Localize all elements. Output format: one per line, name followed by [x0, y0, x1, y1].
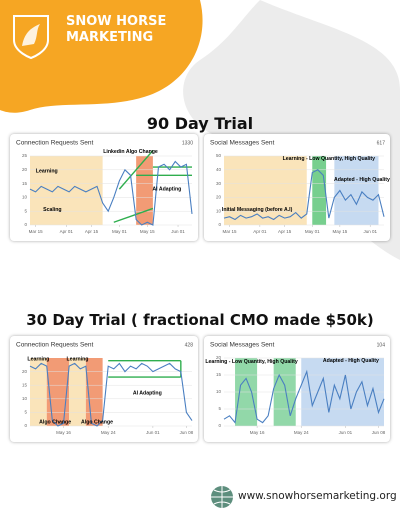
brand-line: MARKETING: [66, 30, 154, 45]
trend-line: [113, 207, 154, 223]
globe-lines: [211, 486, 233, 508]
chart-panel: Social Messages Sent 617 0 10 20 30 40 50 Mar 15…: [204, 134, 390, 241]
highlight-region: [136, 156, 153, 225]
chart-title: Connection Requests Sent: [16, 140, 94, 147]
y-tick-label: 0: [24, 423, 27, 428]
annotation: Learning: [67, 357, 89, 363]
brand: SNOW HORSE MARKETING: [66, 14, 166, 46]
brand-line: SNOW HORSE: [66, 14, 167, 29]
chart-panel: Social Messages Sent 104 0 5 10 15 20 May 16 May…: [204, 336, 390, 442]
trend-line: [118, 150, 154, 190]
x-tick-label: Jun 01: [339, 430, 353, 435]
y-tick-label: 5: [24, 410, 27, 415]
highlight-region: [312, 156, 327, 225]
y-tick-label: 10: [216, 389, 222, 394]
section-title: 90 Day Trial: [146, 114, 254, 133]
x-tick-label: May 01: [112, 229, 127, 234]
x-tick-label: Jun 08: [180, 430, 194, 435]
data-line: [29, 160, 193, 226]
y-tick-label: 0: [218, 423, 221, 428]
x-tick-label: May 01: [305, 229, 320, 234]
y-tick-label: 40: [216, 167, 222, 172]
logo-shield: [13, 15, 49, 60]
y-tick-label: 15: [22, 382, 28, 387]
highlight-region: [224, 156, 307, 225]
x-tick-label: Jun 01: [363, 229, 377, 234]
x-tick-label: May 16: [56, 430, 71, 435]
annotation: Algo Change: [39, 419, 71, 425]
y-tick-label: 10: [22, 195, 28, 200]
chart-total: 428: [185, 342, 194, 348]
y-tick-label: 20: [22, 167, 28, 172]
section-title: 30 Day Trial ( fractional CMO made $50k): [26, 311, 374, 329]
y-tick-label: 15: [216, 372, 222, 377]
chart-total: 1330: [182, 140, 193, 146]
data-line: [223, 369, 385, 424]
x-tick-label: Jun 08: [372, 430, 386, 435]
chart-panel: Connection Requests Sent 1330 0 5 10 15 20 25 Ma…: [10, 134, 198, 241]
chart-title: Social Messages Sent: [210, 140, 275, 147]
y-tick-label: 5: [24, 208, 27, 213]
annotation: Learning - Low Quantity, High Quality: [205, 359, 298, 365]
annotation: Learning - Low Quantity, High Quality: [283, 156, 376, 162]
annotation: Learning: [36, 169, 58, 175]
annotation: Algo Change: [81, 419, 113, 425]
x-tick-label: Jun 01: [171, 229, 185, 234]
footer-url: www.snowhorsemarketing.org: [238, 490, 397, 502]
x-tick-label: Apr 15: [85, 229, 99, 234]
annotation: Scaling: [43, 207, 61, 213]
chart-title: Social Messages Sent: [210, 342, 275, 349]
y-tick-label: 0: [218, 222, 221, 227]
chart-total: 617: [377, 140, 386, 146]
y-tick-label: 20: [216, 355, 222, 360]
x-tick-label: Apr 01: [253, 229, 267, 234]
chart-total: 104: [377, 342, 386, 348]
y-tick-label: 20: [216, 195, 222, 200]
x-tick-label: Mar 15: [223, 229, 238, 234]
y-tick-label: 10: [216, 208, 222, 213]
x-tick-label: Mar 15: [29, 229, 44, 234]
y-tick-label: 30: [216, 181, 222, 186]
y-tick-label: 10: [22, 396, 28, 401]
data-line: [29, 362, 193, 427]
x-tick-label: Apr 15: [278, 229, 292, 234]
annotation: Learning: [27, 357, 49, 363]
chart-title: Connection Requests Sent: [16, 342, 94, 349]
x-tick-label: May 15: [332, 229, 347, 234]
annotation: Initial Messaging (before A.I): [222, 207, 293, 213]
y-tick-label: 20: [22, 369, 28, 374]
x-tick-label: May 24: [101, 430, 116, 435]
y-tick-label: 0: [24, 222, 27, 227]
x-tick-label: May 24: [294, 430, 309, 435]
y-tick-label: 50: [216, 153, 222, 158]
y-tick-label: 25: [22, 153, 28, 158]
highlight-region: [46, 358, 70, 426]
annotation: Adapted - High Quality: [334, 177, 390, 183]
highlight-region: [69, 358, 86, 426]
annotation: Adapted - High Quality: [323, 358, 379, 364]
logo-horse: [22, 24, 40, 46]
x-tick-label: May 15: [140, 229, 155, 234]
y-tick-label: 5: [218, 406, 221, 411]
annotation: AI Adapting: [152, 186, 181, 192]
y-tick-label: 15: [22, 181, 28, 186]
chart-panel: Connection Requests Sent 428 0 5 10 15 20 May 1…: [10, 336, 198, 442]
x-tick-label: May 16: [250, 430, 265, 435]
data-line: [223, 169, 385, 221]
x-tick-label: Jun 01: [146, 430, 160, 435]
highlight-region: [334, 156, 379, 225]
highlight-region: [30, 358, 47, 426]
annotation: Linkedin Algo Change: [103, 149, 158, 155]
x-tick-label: Apr 01: [60, 229, 74, 234]
annotation: AI Adapting: [133, 391, 162, 397]
orange-blob: [0, 0, 203, 113]
